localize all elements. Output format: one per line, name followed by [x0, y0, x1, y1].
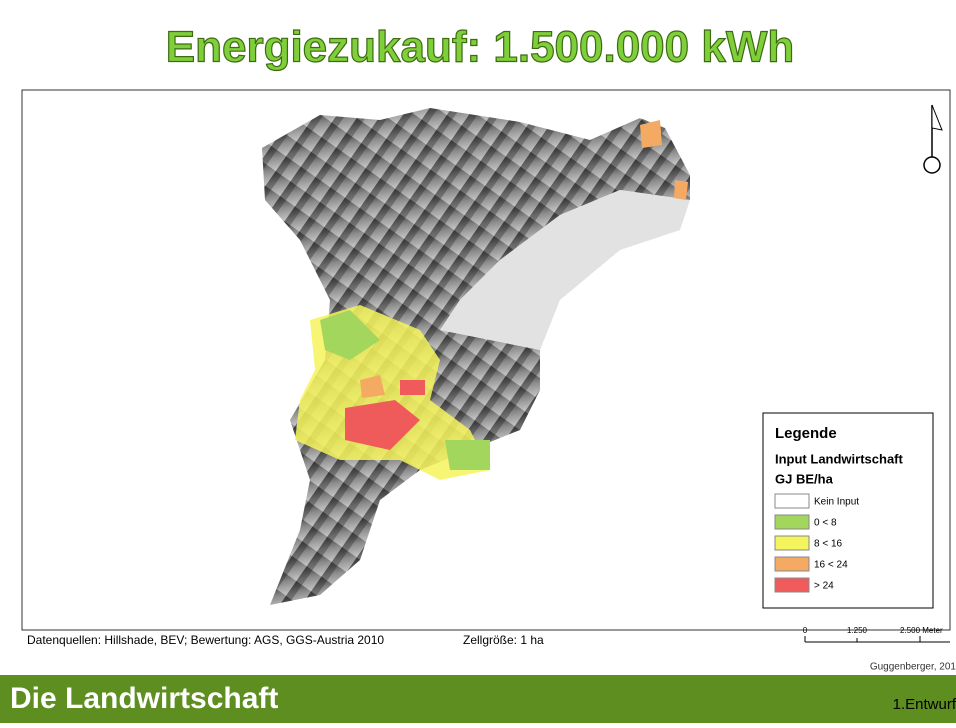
legend-title: Legende — [775, 425, 837, 442]
version: 1.Entwurf — [893, 696, 956, 713]
legend-label: Kein Input — [814, 497, 859, 508]
scale-label: 2.500 Meter — [900, 626, 943, 635]
legend-swatch — [775, 578, 809, 592]
credit: Guggenberger, 201 — [870, 662, 956, 673]
slide-canvas: Energiezukauf: 1.500.000 kWh Legende Inp… — [0, 0, 956, 723]
legend-swatch — [775, 557, 809, 571]
legend-label: 16 < 24 — [814, 560, 848, 571]
legend-swatch — [775, 536, 809, 550]
scale-label: 0 — [803, 626, 808, 635]
legend-label: > 24 — [814, 581, 834, 592]
slide: Energiezukauf: 1.500.000 kWh Legende Inp… — [0, 0, 956, 723]
section-title: Die Landwirtschaft — [10, 682, 278, 715]
cell-size: Zellgröße: 1 ha — [463, 633, 544, 647]
legend-swatch — [775, 494, 809, 508]
slide-title: Energiezukauf: 1.500.000 kWh — [166, 23, 794, 72]
legend-unit: GJ BE/ha — [775, 471, 834, 486]
legend-label: 8 < 16 — [814, 539, 843, 550]
legend-swatch — [775, 515, 809, 529]
legend-subtitle: Input Landwirtschaft — [775, 451, 904, 466]
scale-label: 1.250 — [847, 626, 868, 635]
legend-label: 0 < 8 — [814, 518, 837, 529]
data-sources: Datenquellen: Hillshade, BEV; Bewertung:… — [27, 633, 384, 647]
